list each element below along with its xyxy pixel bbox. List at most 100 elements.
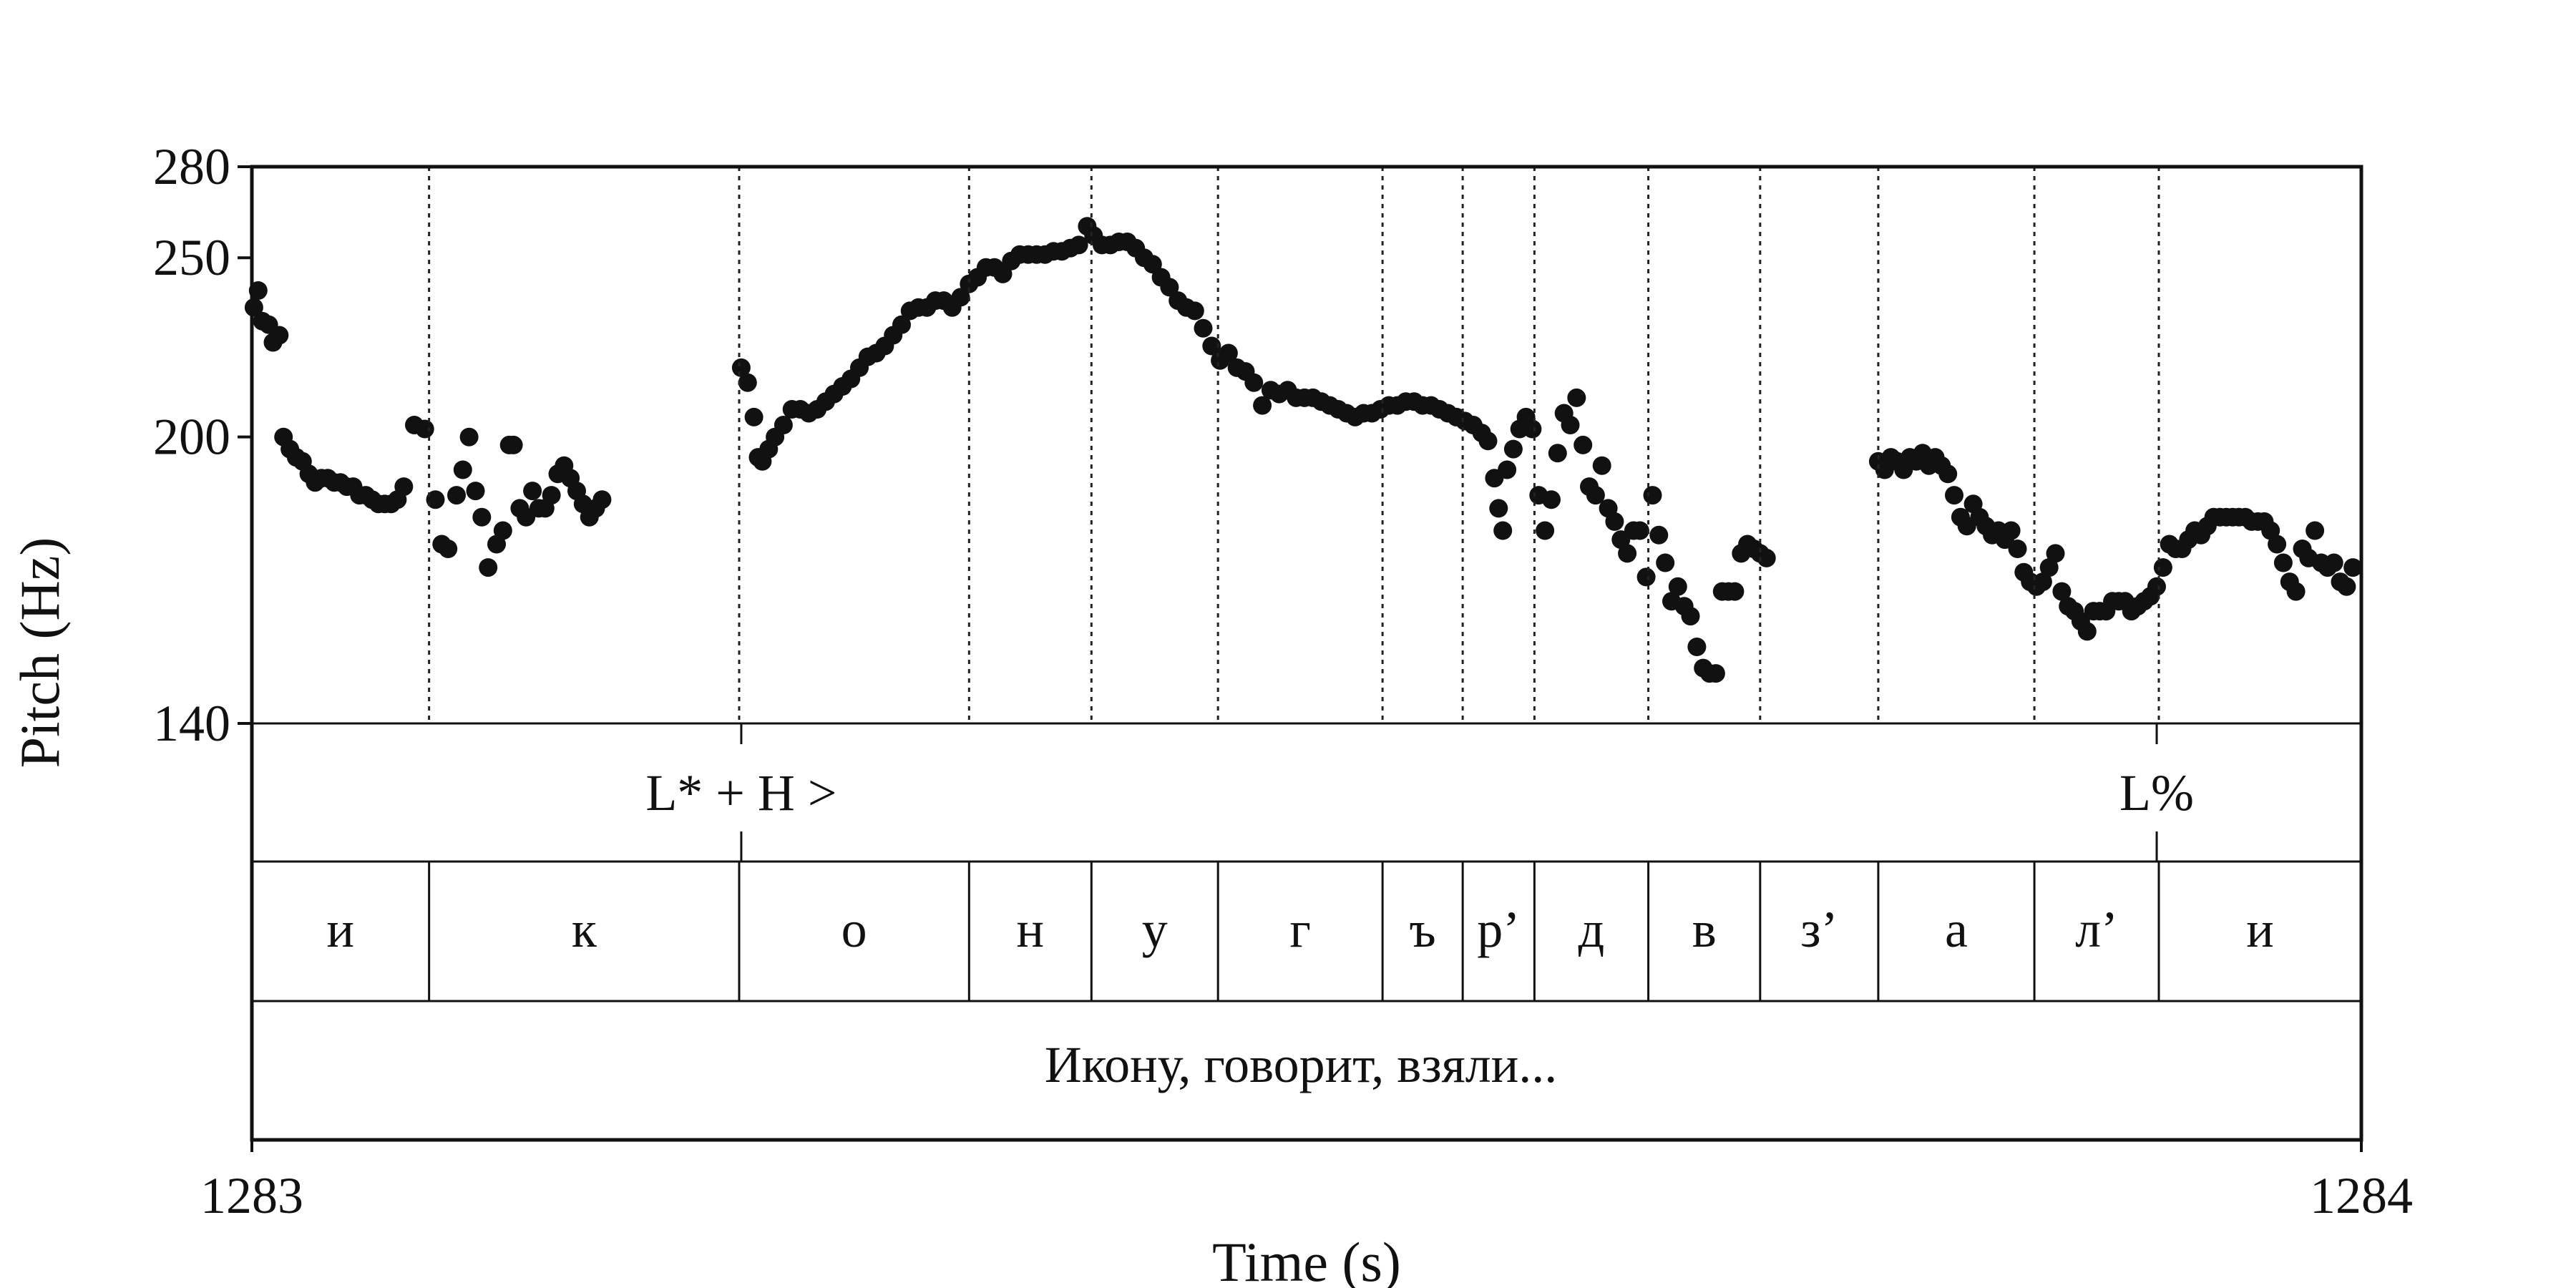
- pitch-point: [1636, 567, 1656, 587]
- x-tick-label-start: 1283: [200, 1167, 303, 1224]
- pitch-point: [1725, 582, 1745, 601]
- segment-label: к: [572, 901, 597, 958]
- pitch-point: [951, 288, 970, 307]
- pitch-point: [439, 540, 458, 558]
- pitch-point: [1253, 396, 1272, 415]
- pitch-point: [1202, 336, 1221, 356]
- pitch-point: [1185, 301, 1204, 321]
- pitch-point: [244, 298, 263, 317]
- pitch-point: [1536, 521, 1555, 540]
- pitch-point: [2306, 521, 2325, 540]
- pitch-point: [2008, 540, 2027, 558]
- y-tick-label: 140: [153, 695, 230, 752]
- y-tick-label: 200: [153, 409, 230, 466]
- tone-label: L%: [2119, 764, 2194, 821]
- segment-label: у: [1142, 901, 1168, 958]
- pitch-point: [1668, 577, 1687, 596]
- pitch-point: [1493, 521, 1513, 540]
- pitch-point: [1069, 235, 1088, 255]
- pitch-point: [592, 490, 612, 509]
- pitch-point: [453, 460, 472, 479]
- y-tick-label: 250: [153, 229, 230, 286]
- pitch-point: [1687, 638, 1707, 656]
- pitch-point: [1630, 521, 1649, 540]
- pitch-point: [2324, 553, 2343, 572]
- pitch-point: [504, 435, 523, 454]
- pitch-point: [2273, 553, 2293, 572]
- pitch-point: [1757, 548, 1776, 567]
- segment-label: г: [1289, 901, 1311, 958]
- pitch-point: [426, 490, 445, 509]
- x-axis-label: Time (s): [1212, 1231, 1401, 1288]
- pitch-point: [466, 482, 485, 501]
- pitch-point: [1160, 278, 1179, 297]
- y-tick-label: 280: [153, 138, 230, 195]
- pitch-point: [2039, 558, 2059, 577]
- pitch-point: [542, 486, 561, 505]
- pitch-point: [1194, 318, 1213, 338]
- pitch-point: [493, 521, 512, 540]
- segment-boundaries: [428, 167, 2160, 1001]
- pitch-point: [523, 482, 542, 501]
- pitch-point: [1592, 456, 1611, 475]
- pitch-point: [394, 477, 414, 497]
- segment-label: а: [1945, 901, 1968, 958]
- pitch-point: [1523, 419, 1542, 439]
- utterance-label: Икону, говорит, взяли...: [1045, 1036, 1557, 1093]
- pitch-point: [1938, 464, 1958, 484]
- tone-tier: L* + H > L%: [645, 723, 2194, 862]
- pitch-point: [738, 373, 757, 392]
- pitch-point: [1219, 343, 1238, 363]
- segment-label: з’: [1800, 901, 1838, 958]
- pitch-point: [2147, 577, 2166, 596]
- pitch-point: [1681, 607, 1700, 626]
- pitch-point: [731, 358, 751, 377]
- segment-tier: и к о н у г ъ р’ д в з’ а л’ и: [327, 901, 2274, 958]
- pitch-point: [1945, 486, 1963, 505]
- pitch-point: [1478, 431, 1498, 451]
- pitch-points: [244, 217, 2363, 683]
- pitch-point: [2268, 535, 2287, 554]
- segment-label: ъ: [1410, 901, 1436, 958]
- pitch-point: [1643, 486, 1662, 505]
- pitch-point: [2337, 577, 2356, 596]
- pitch-point: [1567, 388, 1586, 407]
- pitch-point: [1656, 553, 1675, 572]
- segment-label: о: [841, 901, 867, 958]
- pitch-point: [472, 507, 492, 527]
- segment-label: д: [1579, 901, 1605, 958]
- pitch-point: [1498, 460, 1517, 479]
- pitch-point: [2077, 622, 2097, 641]
- pitch-point: [1489, 499, 1508, 518]
- pitch-point: [1706, 664, 1725, 683]
- y-axis-label: Pitch (Hz): [9, 537, 71, 769]
- pitch-point: [892, 315, 911, 334]
- y-axis-ticks: 280 250 200 140: [153, 138, 252, 752]
- pitch-point: [2052, 582, 2072, 601]
- pitch-point: [1503, 439, 1523, 459]
- segment-label: н: [1017, 901, 1045, 958]
- pitch-point: [2033, 572, 2052, 592]
- pitch-point: [1605, 512, 1624, 531]
- pitch-point: [1574, 435, 1593, 454]
- pitch-point: [1649, 525, 1669, 545]
- segment-label: л’: [2075, 901, 2118, 958]
- pitch-point: [1586, 486, 1605, 505]
- segment-label: р’: [1477, 901, 1520, 958]
- pitch-point: [2046, 544, 2065, 563]
- segment-label: и: [327, 901, 355, 958]
- pitch-point: [744, 407, 763, 426]
- pitch-point: [1561, 416, 1580, 434]
- plot-frame: [250, 165, 2363, 1142]
- pitch-point: [459, 427, 479, 447]
- segment-label: и: [2246, 901, 2274, 958]
- pitch-point: [1548, 444, 1567, 463]
- pitch-point: [2153, 558, 2172, 577]
- x-tick-label-end: 1284: [2310, 1167, 2413, 1224]
- pitch-point: [415, 419, 434, 439]
- pitch-point: [1618, 544, 1637, 563]
- pitch-point: [1244, 373, 1264, 392]
- pitch-point: [774, 416, 793, 434]
- pitch-point: [479, 558, 498, 577]
